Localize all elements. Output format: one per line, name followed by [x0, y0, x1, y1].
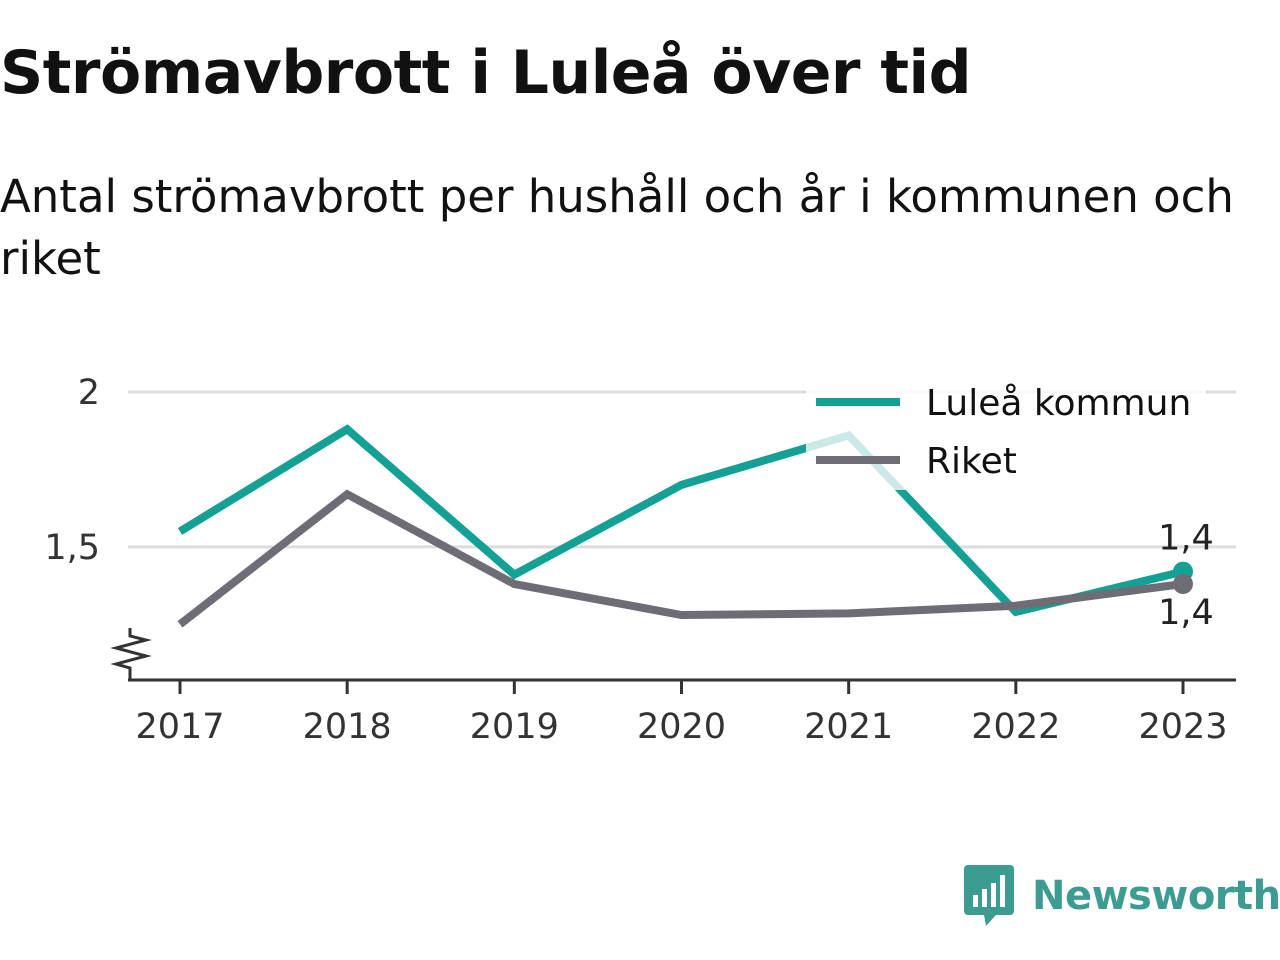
brand-logo: Newsworthy	[964, 864, 1280, 928]
end-value-label: 1,4	[1158, 519, 1214, 559]
legend-label: Luleå kommun	[926, 383, 1191, 424]
y-tick-label: 2	[78, 373, 100, 413]
legend-background	[806, 378, 1206, 490]
x-tick-label: 2017	[135, 707, 224, 747]
legend-label: Riket	[926, 441, 1017, 482]
end-value-label: 1,4	[1158, 593, 1214, 633]
x-tick-label: 2019	[470, 707, 559, 747]
x-tick-label: 2018	[303, 707, 392, 747]
y-tick-label: 1,5	[44, 528, 100, 568]
brand-name: Newsworthy	[1032, 873, 1280, 919]
series-line-1	[177, 489, 1184, 628]
legend: Luleå kommun Riket	[806, 378, 1206, 490]
x-tick-label: 2023	[1138, 707, 1227, 747]
x-tick-label: 2021	[804, 707, 893, 747]
series-line-0	[177, 424, 1184, 617]
x-axis: 2017 2018 2019 2020 2021 2022 2023	[110, 628, 1236, 747]
series-end-point-1	[1173, 574, 1193, 594]
y-axis-ticks: 1,52	[44, 373, 100, 568]
chart-title: Strömavbrott i Luleå över tid	[0, 38, 972, 108]
chart-subtitle: Antal strömavbrott per hushåll och år i …	[0, 170, 1234, 285]
y-axis-break	[110, 628, 152, 680]
x-tick-label: 2022	[971, 707, 1060, 747]
x-tick-label: 2020	[637, 707, 726, 747]
newsworthy-logo-icon	[964, 865, 1014, 926]
end-value-labels: 1,4 1,4	[1158, 519, 1214, 633]
series-lines	[177, 424, 1193, 628]
